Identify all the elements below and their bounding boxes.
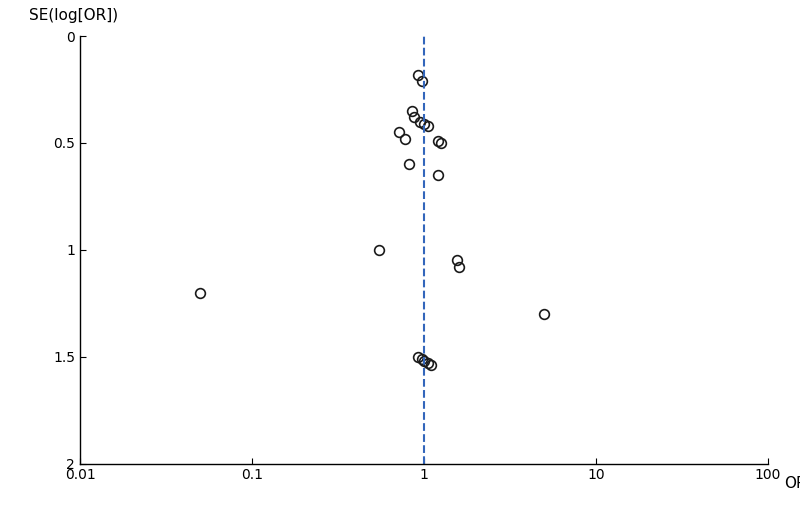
Y-axis label: SE(log[OR]): SE(log[OR]) xyxy=(29,8,118,23)
X-axis label: OR: OR xyxy=(784,476,800,491)
